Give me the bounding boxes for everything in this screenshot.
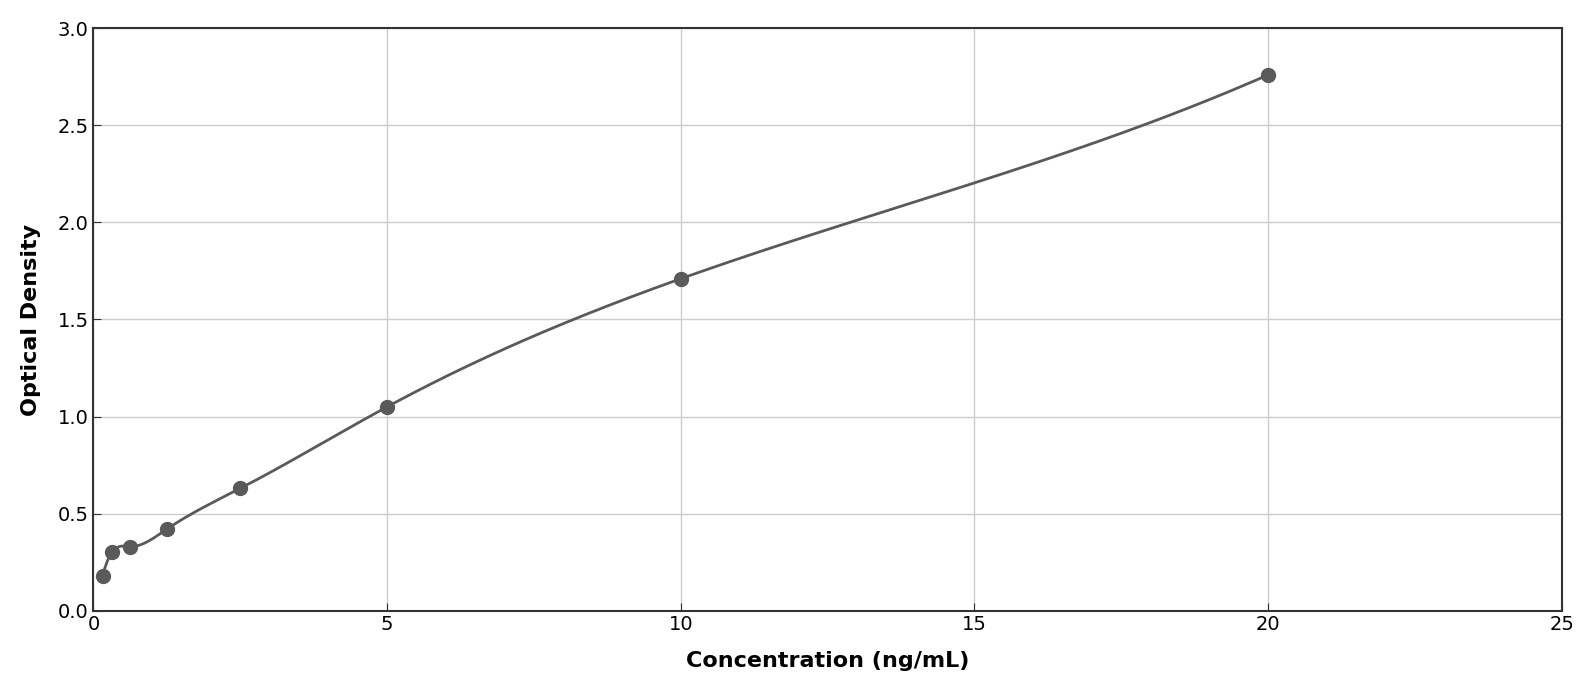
Point bbox=[99, 547, 124, 558]
Point bbox=[155, 524, 180, 535]
Point bbox=[375, 401, 400, 412]
Point bbox=[89, 570, 115, 581]
Point bbox=[668, 273, 694, 284]
Point bbox=[1255, 69, 1281, 80]
Y-axis label: Optical Density: Optical Density bbox=[21, 224, 41, 416]
Point bbox=[118, 541, 144, 552]
Point bbox=[228, 483, 254, 494]
X-axis label: Concentration (ng/mL): Concentration (ng/mL) bbox=[686, 651, 970, 671]
